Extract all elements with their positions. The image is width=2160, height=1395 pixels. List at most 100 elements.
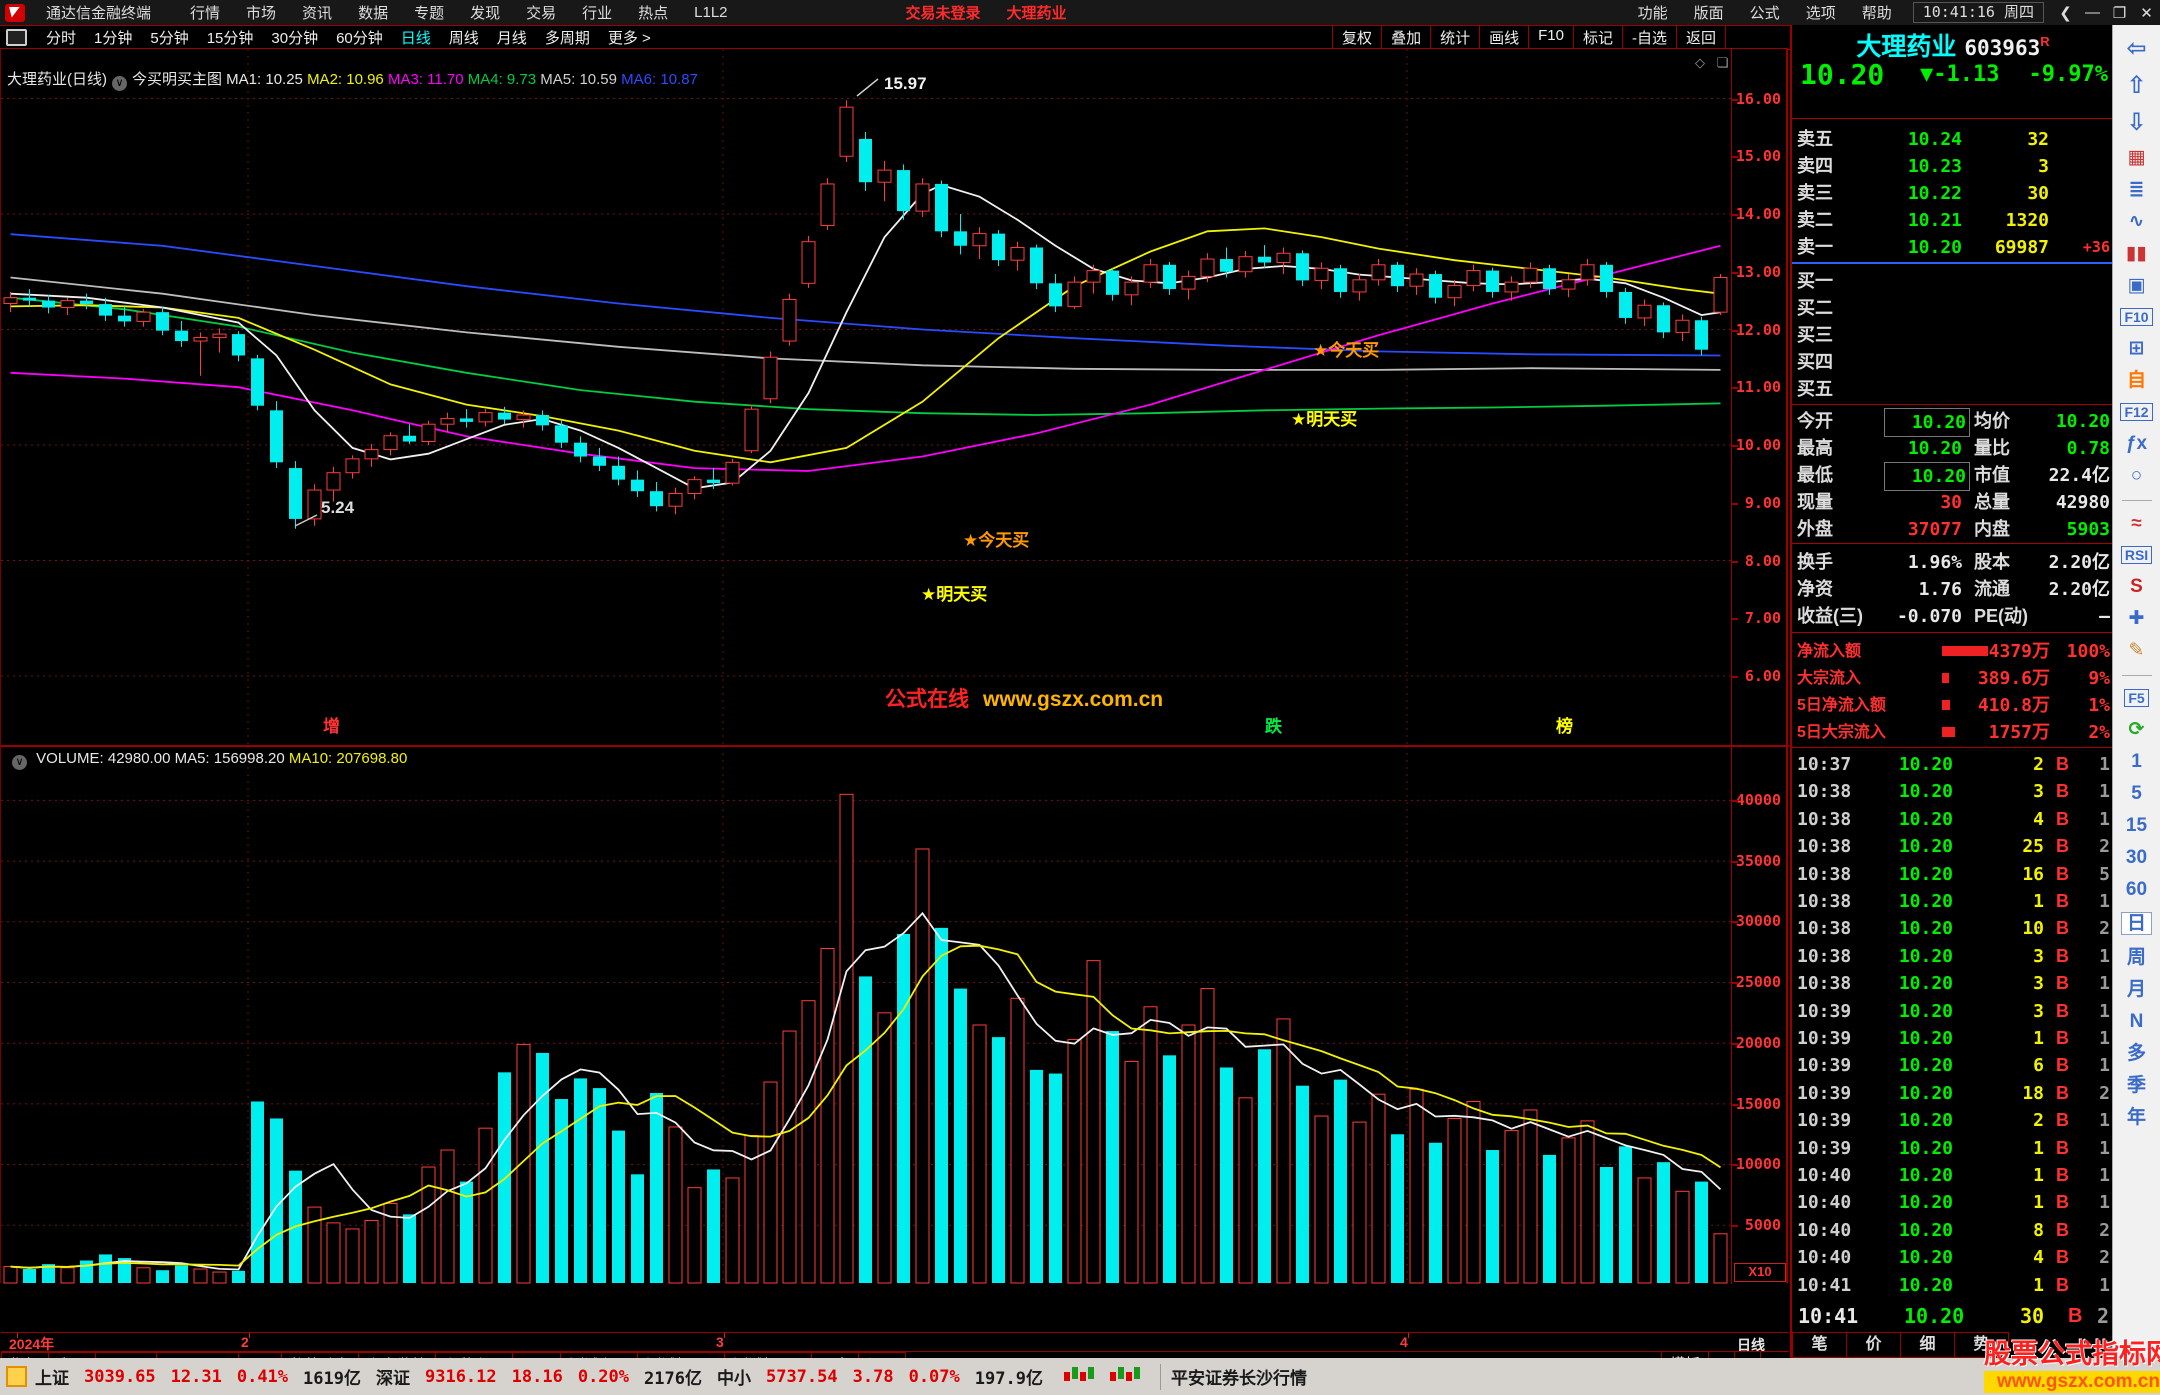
index-segment[interactable]: 3.78	[852, 1366, 894, 1387]
period-15[interactable]: 15	[2125, 815, 2148, 836]
chart-tool-icons[interactable]: ◇ ❏	[1695, 55, 1733, 70]
menu-alert[interactable]: 大理药业	[1006, 5, 1067, 22]
period-tab-15分钟[interactable]: 15分钟	[206, 30, 254, 47]
app-title: 通达信金融终端	[46, 5, 152, 22]
formula-icon[interactable]: ƒx	[2125, 433, 2148, 454]
collapse-icon[interactable]: ∨	[112, 76, 127, 91]
period-month[interactable]: 月	[2126, 979, 2146, 1000]
move-icon[interactable]: ✚	[2128, 608, 2145, 629]
menu-item-行情[interactable]: 行情	[190, 5, 221, 22]
index-segment[interactable]: 1619亿	[303, 1369, 361, 1389]
collapse-icon[interactable]: ∨	[12, 755, 27, 770]
menu-item-帮助[interactable]: 帮助	[1861, 5, 1892, 22]
menu-item-资讯[interactable]: 资讯	[302, 5, 333, 22]
kline-icon[interactable]: ▮▮	[2126, 243, 2147, 264]
period-quarter[interactable]: 季	[2126, 1075, 2146, 1096]
menu-item-发现[interactable]: 发现	[470, 5, 501, 22]
toolbar-button-叠加[interactable]: 叠加	[1381, 26, 1430, 49]
trend-line-icon[interactable]: ∿	[2128, 211, 2145, 232]
period-tab-多周期[interactable]: 多周期	[544, 30, 590, 47]
period-30[interactable]: 30	[2125, 847, 2148, 868]
zixuan-icon[interactable]: 自	[2126, 370, 2146, 391]
panel-tab-势[interactable]: 势	[1955, 1332, 2009, 1358]
index-segment[interactable]: 中小	[716, 1369, 751, 1389]
toolbar-button-统计[interactable]: 统计	[1430, 26, 1479, 49]
index-segment[interactable]: 5737.54	[765, 1366, 838, 1387]
down-arrow-icon[interactable]: ⇩	[2126, 109, 2147, 136]
period-60[interactable]: 60	[2125, 879, 2148, 900]
index-segment[interactable]: 深证	[375, 1369, 410, 1389]
toolbar-button-F10[interactable]: F10	[1528, 26, 1573, 49]
period-day[interactable]: 日	[2120, 912, 2152, 935]
menu-item-公式[interactable]: 公式	[1749, 5, 1780, 22]
index-segment[interactable]: 0.20%	[577, 1366, 630, 1387]
menu-item-交易[interactable]: 交易	[526, 5, 557, 22]
panel-tab-笔[interactable]: 笔	[1792, 1332, 1847, 1358]
minimize-button[interactable]: —	[2085, 4, 2100, 21]
period-1[interactable]: 1	[2131, 751, 2142, 772]
period-tab-5分钟[interactable]: 5分钟	[150, 30, 189, 47]
index-segment[interactable]: 3039.65	[84, 1366, 156, 1387]
period-multi[interactable]: 多	[2126, 1043, 2146, 1064]
period-tab-60分钟[interactable]: 60分钟	[336, 30, 383, 47]
index-segment[interactable]: 197.9亿	[974, 1369, 1043, 1389]
index-segment[interactable]: 0.07%	[908, 1366, 960, 1387]
quote-list-icon[interactable]: ≣	[2128, 179, 2145, 200]
maximize-button[interactable]: ❐	[2112, 4, 2127, 22]
index-segment[interactable]: 2176亿	[644, 1369, 702, 1389]
tree-icon[interactable]: ⊞	[2128, 338, 2145, 359]
rsi-icon[interactable]: RSI	[2120, 546, 2153, 564]
menu-item-热点[interactable]: 热点	[638, 5, 669, 22]
index-segment[interactable]: 上证	[35, 1369, 69, 1389]
back-arrow-icon[interactable]: ⇦	[2126, 35, 2147, 62]
period-tab-日线[interactable]: 日线	[400, 30, 431, 47]
period-year[interactable]: 年	[2126, 1107, 2146, 1128]
period-n[interactable]: N	[2129, 1011, 2144, 1032]
f12-icon[interactable]: F12	[2120, 403, 2153, 421]
index-segment[interactable]: 9316.12	[424, 1366, 497, 1387]
toolbar-button-画线[interactable]: 画线	[1479, 26, 1528, 49]
index-segment[interactable]: 0.41%	[236, 1366, 289, 1387]
menu-item-选项[interactable]: 选项	[1805, 5, 1836, 22]
circle-icon[interactable]: ○	[2130, 465, 2143, 486]
menu-item-功能[interactable]: 功能	[1637, 5, 1668, 22]
period-5[interactable]: 5	[2131, 783, 2142, 804]
menu-item-L1L2[interactable]: L1L2	[694, 4, 728, 21]
f5-icon[interactable]: F5	[2124, 689, 2149, 707]
period-tab-分时[interactable]: 分时	[46, 30, 77, 47]
period-tab-30分钟[interactable]: 30分钟	[271, 30, 319, 47]
window-layout-icon[interactable]	[6, 29, 27, 46]
money-icon[interactable]: S	[2130, 576, 2143, 597]
wave-icon[interactable]: ≈	[2131, 513, 2142, 534]
menu-alert[interactable]: 交易未登录	[905, 5, 981, 22]
svg-text:15.97: 15.97	[884, 74, 927, 93]
back-button[interactable]: ❮	[2059, 4, 2072, 22]
refresh-icon[interactable]: ⟳	[2128, 719, 2145, 740]
chart-region[interactable]: 15.97 5.24 ★今天买 ★明天买 ★今天买 ★明天买增 跌 榜 大理药业(日线) ∨ 今买…	[0, 48, 1789, 1395]
up-arrow-icon[interactable]: ⇧	[2126, 72, 2147, 99]
period-tab-1分钟[interactable]: 1分钟	[94, 30, 133, 47]
menu-item-行业[interactable]: 行业	[582, 5, 613, 22]
pages-icon[interactable]: ▣	[2127, 275, 2146, 296]
index-segment[interactable]: 12.31	[170, 1366, 222, 1387]
trade-row: 10:38 10.20 3 B 1	[1797, 945, 2110, 967]
period-tab-更多 >[interactable]: 更多 >	[607, 30, 651, 47]
toolbar-button--自选[interactable]: -自选	[1621, 26, 1676, 49]
toolbar-button-标记[interactable]: 标记	[1572, 26, 1622, 49]
period-tab-月线[interactable]: 月线	[496, 30, 527, 47]
toolbar-button-返回[interactable]: 返回	[1675, 26, 1726, 49]
f10-icon[interactable]: F10	[2120, 308, 2153, 326]
menu-item-版面[interactable]: 版面	[1693, 5, 1724, 22]
panel-tab-细[interactable]: 细	[1901, 1332, 1955, 1358]
menu-item-市场[interactable]: 市场	[246, 5, 277, 22]
index-segment[interactable]: 18.16	[511, 1366, 563, 1387]
pencil-icon[interactable]: ✎	[2128, 640, 2145, 661]
period-tab-周线[interactable]: 周线	[448, 30, 479, 47]
report-icon[interactable]: ▦	[2127, 147, 2146, 168]
close-button[interactable]: ✕	[2140, 4, 2153, 22]
panel-tab-价[interactable]: 价	[1847, 1332, 1901, 1358]
period-week[interactable]: 周	[2126, 947, 2146, 968]
menu-item-数据[interactable]: 数据	[358, 5, 389, 22]
toolbar-button-复权[interactable]: 复权	[1332, 26, 1381, 49]
menu-item-专题[interactable]: 专题	[414, 5, 445, 22]
